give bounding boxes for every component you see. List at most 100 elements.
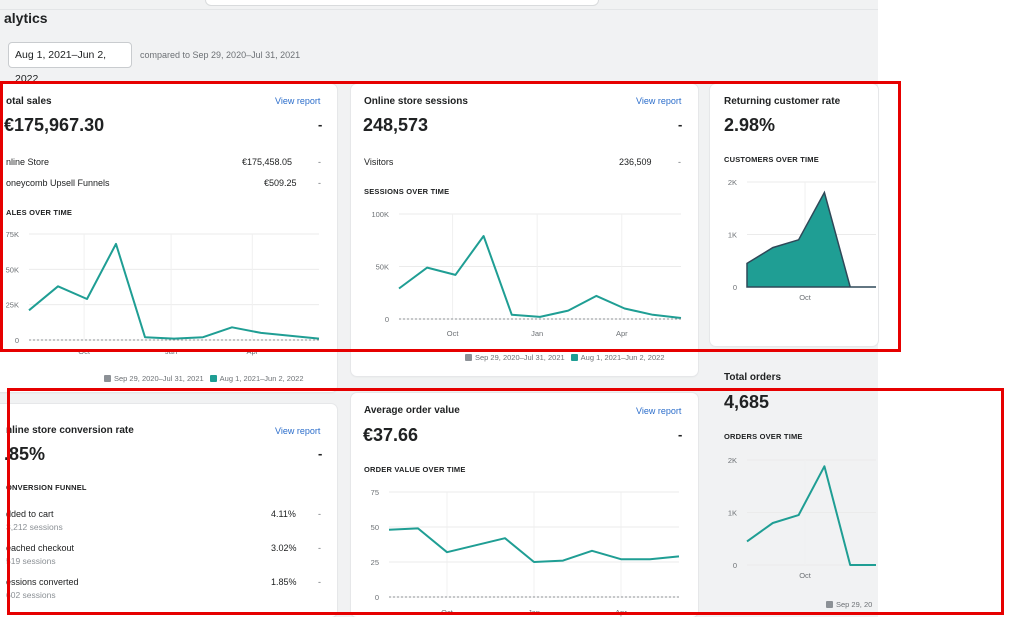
series-line: [28, 242, 320, 340]
y-tick-label: 1K: [728, 509, 737, 518]
returning-rate-value: 2.98%: [724, 115, 776, 135]
x-tick-label: Oct: [441, 608, 454, 617]
row-dash: -: [318, 577, 321, 587]
chart-legend: Sep 29, 20: [826, 600, 872, 609]
row-dash: -: [318, 157, 321, 167]
funnel-step-label: dded to cart: [6, 509, 54, 519]
x-tick-label: Oct: [447, 329, 460, 338]
y-tick-label: 25: [371, 558, 379, 567]
legend-label: Aug 1, 2021–Jun 2, 2022: [580, 353, 665, 362]
comparison-dash: -: [678, 427, 683, 442]
total-sales-value: €175,967.30: [4, 115, 105, 135]
row-value: €175,458.05: [242, 157, 293, 167]
y-tick-label: 2K: [728, 178, 737, 187]
section-heading: ORDER VALUE OVER TIME: [364, 465, 466, 474]
x-tick-label: Oct: [799, 571, 812, 580]
row-dash: -: [318, 178, 321, 188]
series-line: [746, 465, 876, 566]
y-tick-label: 2K: [728, 456, 737, 465]
section-heading: ALES OVER TIME: [6, 208, 73, 217]
total-sales-card: otal sales View report €175,967.30 - nli…: [0, 84, 337, 392]
order-value-chart: 0 25 50 75 Oct Jan Apr: [371, 488, 680, 617]
page-title: alytics: [4, 10, 48, 26]
legend-swatch: [209, 375, 217, 382]
legend-label: Aug 1, 2021–Jun 2, 2022: [219, 374, 304, 383]
legend-swatch: [570, 354, 578, 361]
card-title: Total orders: [724, 372, 782, 383]
section-heading: ONVERSION FUNNEL: [6, 483, 87, 492]
funnel-step-value: 1.85%: [271, 577, 297, 587]
x-tick-label: Jan: [531, 329, 543, 338]
legend-label: Sep 29, 20: [836, 600, 873, 609]
total-orders-value: 4,685: [724, 392, 770, 412]
chart-legend: Sep 29, 2020–Jul 31, 2021 Aug 1, 2021–Ju…: [465, 353, 665, 362]
y-tick-label: 75K: [6, 230, 19, 239]
view-report-link[interactable]: View report: [636, 96, 682, 106]
legend-label: Sep 29, 2020–Jul 31, 2021: [475, 353, 565, 362]
funnel-step-sessions: 602 sessions: [6, 590, 56, 600]
legend-label: Sep 29, 2020–Jul 31, 2021: [114, 374, 204, 383]
top-search-bar[interactable]: [205, 0, 599, 6]
conversion-card: nline store conversion rate View report …: [0, 404, 337, 617]
funnel-step-value: 4.11%: [271, 509, 296, 519]
y-tick-label: 50K: [376, 263, 389, 272]
card-title: Average order value: [364, 405, 460, 416]
sessions-chart: 0 50K 100K Oct Jan Apr: [371, 210, 682, 338]
y-tick-label: 50K: [6, 265, 19, 274]
legend-swatch: [104, 375, 111, 382]
funnel-step-sessions: 3,212 sessions: [6, 522, 63, 532]
funnel-step-label: eached checkout: [6, 543, 75, 553]
view-report-link[interactable]: View report: [275, 426, 321, 436]
legend-swatch: [465, 354, 472, 361]
row-label: nline Store: [6, 157, 50, 167]
row-dash: -: [318, 543, 321, 553]
view-report-link[interactable]: View report: [275, 96, 321, 106]
aov-value: €37.66: [363, 425, 419, 445]
row-value: €509.25: [264, 178, 297, 188]
average-order-value-card: Average order value View report €37.66 -…: [351, 393, 698, 617]
customers-chart: 0 1K 2K Oct: [728, 178, 876, 302]
comparison-dash: -: [318, 446, 323, 461]
x-tick-label: Oct: [799, 293, 812, 302]
comparison-dash: -: [318, 117, 323, 132]
row-value: 236,509: [619, 157, 652, 167]
y-tick-label: 0: [375, 593, 379, 602]
card-title: Online store sessions: [364, 96, 468, 107]
row-dash: -: [318, 509, 321, 519]
date-range-button[interactable]: Aug 1, 2021–Jun 2, 2022: [8, 42, 132, 85]
card-title: nline store conversion rate: [6, 425, 134, 436]
sales-chart: 0 25K 50K 75K Oct Jan Apr: [6, 230, 320, 356]
total-orders-card: Total orders 4,685 ORDERS OVER TIME 0 1K 2…: [710, 352, 878, 617]
y-tick-label: 50: [371, 523, 379, 532]
y-tick-label: 25K: [6, 301, 19, 310]
x-tick-label: Apr: [616, 329, 628, 338]
y-tick-label: 0: [385, 315, 389, 324]
y-tick-label: 75: [371, 488, 379, 497]
divider: [0, 9, 878, 10]
row-label: oneycomb Upsell Funnels: [6, 178, 110, 188]
view-report-link[interactable]: View report: [636, 406, 682, 416]
conversion-rate-value: .85%: [4, 444, 46, 464]
funnel-step-sessions: 519 sessions: [6, 556, 56, 566]
card-title: otal sales: [6, 96, 52, 107]
series-line: [398, 235, 682, 319]
y-tick-label: 100K: [371, 210, 389, 219]
funnel-step-label: essions converted: [6, 577, 79, 587]
chart-legend: Sep 29, 2020–Jul 31, 2021 Aug 1, 2021–Ju…: [104, 374, 304, 383]
comparison-dash: -: [678, 117, 683, 132]
series-line: [388, 527, 680, 563]
orders-chart: 0 1K 2K Oct: [728, 456, 876, 580]
x-tick-label: Oct: [78, 347, 91, 356]
y-tick-label: 0: [15, 336, 19, 345]
x-tick-label: Apr: [246, 347, 258, 356]
row-dash: -: [678, 157, 681, 167]
section-heading: ORDERS OVER TIME: [724, 432, 803, 441]
row-label: Visitors: [364, 157, 394, 167]
y-tick-label: 0: [733, 561, 737, 570]
x-tick-label: Apr: [615, 608, 627, 617]
funnel-step-value: 3.02%: [271, 543, 297, 553]
compare-text: compared to Sep 29, 2020–Jul 31, 2021: [140, 50, 301, 60]
returning-customer-card: Returning customer rate 2.98% CUSTOMERS …: [710, 84, 878, 346]
series-area: [746, 190, 876, 288]
right-panel: [878, 0, 1024, 617]
